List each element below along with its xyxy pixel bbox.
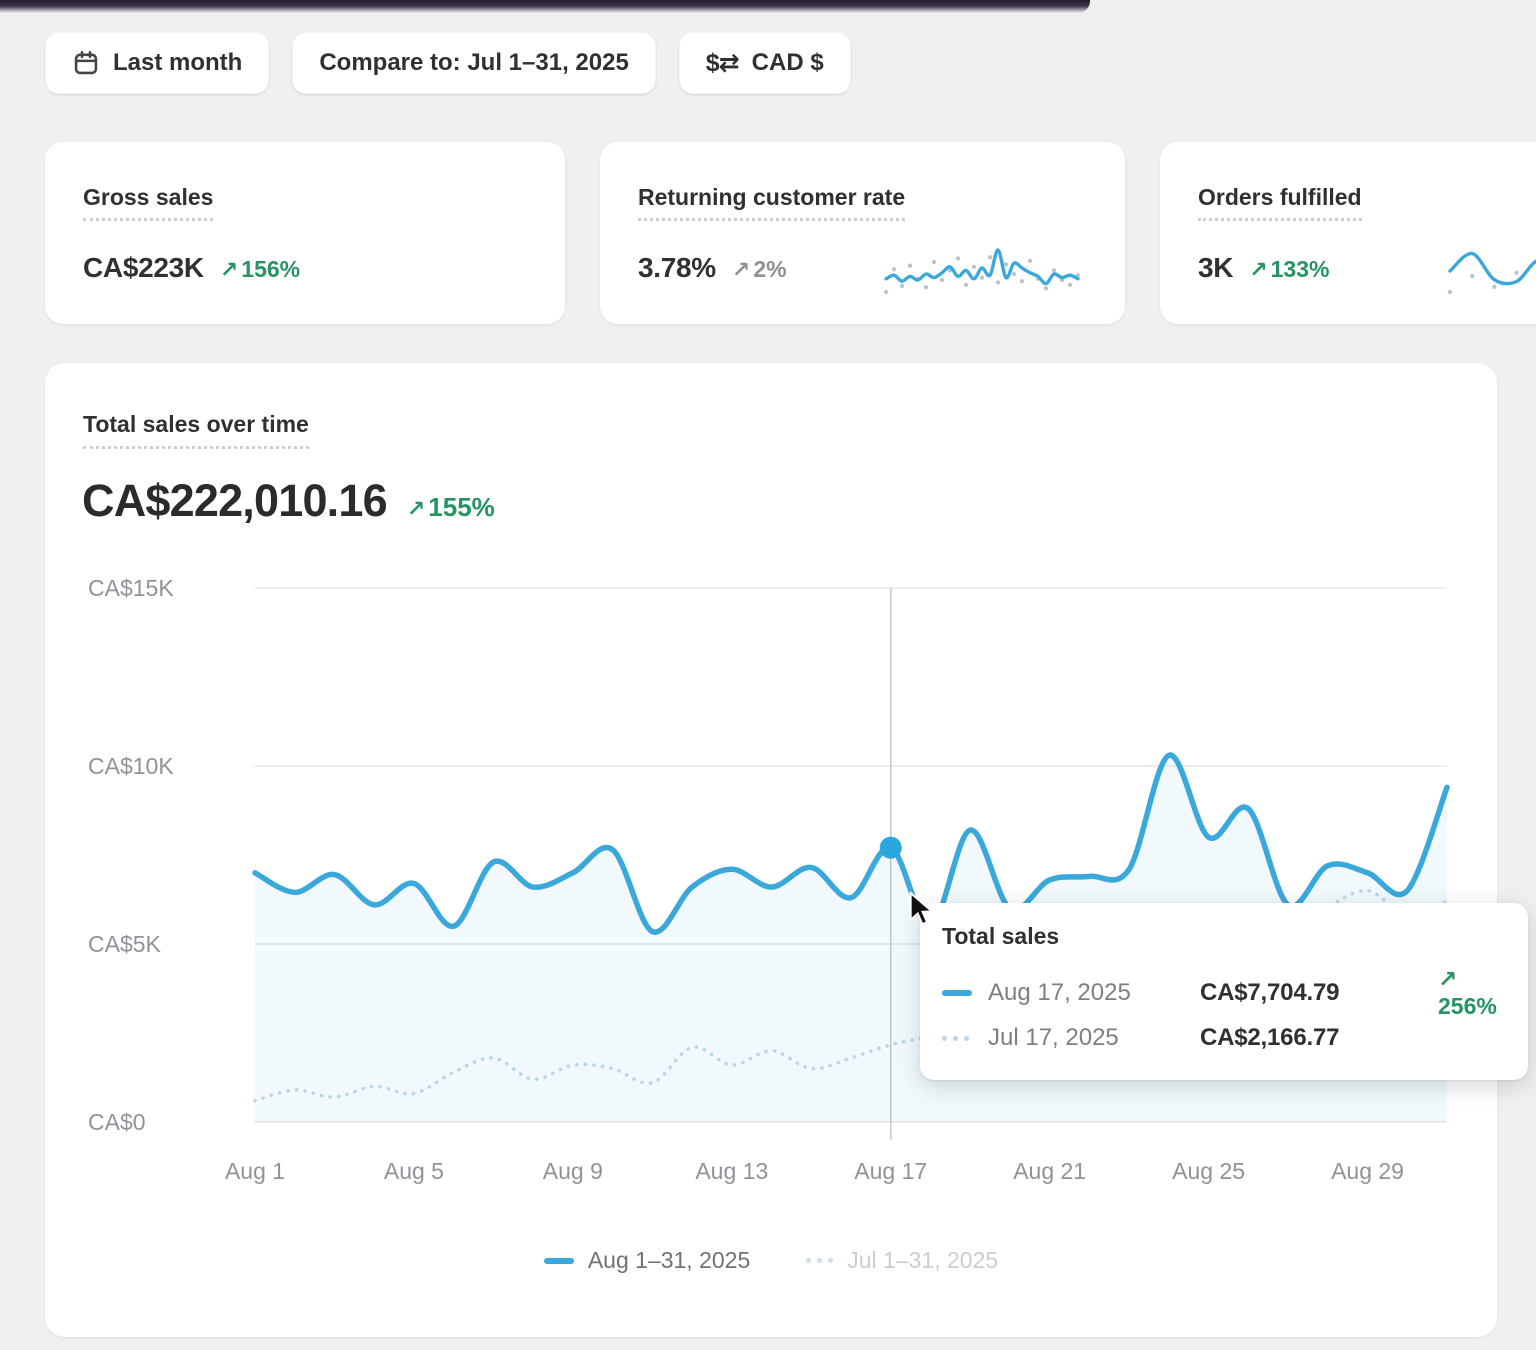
x-axis-label: Aug 13 — [695, 1158, 769, 1184]
tooltip-row: Aug 17, 2025 CA$7,704.79 ↗ 256% — [942, 966, 1506, 1019]
sparkline-compare-dot — [899, 283, 905, 289]
chart-tooltip: Total sales Aug 17, 2025 CA$7,704.79 ↗ 2… — [920, 903, 1528, 1080]
sparkline-compare-dot — [1019, 279, 1025, 284]
currency-exchange-icon: $⇄ — [705, 49, 740, 77]
x-axis-label: Aug 21 — [1013, 1158, 1087, 1184]
x-axis-label: Aug 29 — [1331, 1158, 1404, 1184]
sparkline-compare-dot — [907, 263, 913, 268]
trend-up-icon: ↗ — [406, 496, 426, 521]
metric-value: 3K — [1198, 252, 1234, 283]
tooltip-date: Aug 17, 2025 — [988, 979, 1131, 1006]
sparkline-compare-dot — [923, 285, 929, 290]
metric-card-returning-customer-rate[interactable]: Returning customer rate 3.78% ↗ 2% — [600, 142, 1125, 324]
sparkline-compare-dot — [1027, 258, 1033, 263]
total-sales-chart-card: Total sales over time CA$222,010.16 ↗ 155… — [45, 363, 1497, 1337]
sparkline-compare-dot — [939, 277, 945, 283]
legend-label: Jul 1–31, 2025 — [847, 1247, 999, 1273]
sparkline-compare-dot — [1514, 270, 1519, 275]
metric-title[interactable]: Returning customer rate — [638, 186, 906, 221]
toolbar: Last month Compare to: Jul 1–31, 2025 $⇄… — [45, 32, 851, 94]
currency-label: CAD $ — [751, 49, 824, 76]
date-range-button[interactable]: Last month — [45, 32, 270, 94]
sparkline-compare-dot — [883, 289, 889, 295]
trend-up-icon: ↗ — [1438, 966, 1458, 992]
metric-value-row: CA$223K ↗ 156% — [83, 252, 300, 284]
window-top-edge — [0, 0, 1090, 13]
metric-value: 3.78% — [638, 252, 716, 283]
sparkline-compare-dot — [955, 256, 961, 261]
date-range-label: Last month — [113, 49, 243, 76]
sparkline — [1447, 251, 1536, 295]
x-axis-label: Aug 1 — [224, 1158, 286, 1184]
sparkline-compare-dot — [1011, 271, 1017, 277]
currency-button[interactable]: $⇄ CAD $ — [678, 32, 851, 94]
total-sales-value: CA$222,010.16 — [82, 475, 388, 526]
tooltip-delta: ↗ 256% — [1438, 966, 1497, 1019]
sparkline-compare-dot — [995, 280, 1001, 285]
compare-label: Compare to: Jul 1–31, 2025 — [319, 49, 629, 76]
legend-item-compare-period[interactable]: Jul 1–31, 2025 — [806, 1247, 998, 1274]
sparkline-compare-dot — [971, 264, 977, 269]
tooltip-row: Jul 17, 2025 CA$2,166.77 — [942, 1014, 1506, 1062]
metric-title[interactable]: Orders fulfilled — [1198, 186, 1362, 221]
tooltip-value: CA$7,704.79 — [1200, 979, 1340, 1006]
metric-card-orders-fulfilled[interactable]: Orders fulfilled 3K ↗ 133% — [1160, 142, 1536, 324]
trend-up-icon: ↗ — [1249, 257, 1268, 282]
y-axis-label: CA$0 — [88, 1109, 146, 1135]
sales-line-chart[interactable] — [45, 363, 1497, 1337]
sparkline-compare-dot — [1447, 289, 1453, 295]
total-sales-summary: CA$222,010.16 ↗ 155% — [82, 475, 495, 527]
calendar-icon — [74, 50, 98, 75]
sparkline-compare-dot — [1075, 273, 1081, 278]
legend-item-current-period[interactable]: Aug 1–31, 2025 — [543, 1247, 751, 1274]
sparkline-compare-dot — [891, 267, 897, 272]
metric-value-row: 3K ↗ 133% — [1198, 252, 1329, 284]
metric-delta: ↗ 133% — [1249, 256, 1330, 282]
sparkline-line — [884, 248, 1080, 286]
tooltip-date: Jul 17, 2025 — [988, 1024, 1119, 1051]
metric-delta: ↗ 2% — [731, 256, 787, 282]
y-axis-label: CA$15K — [88, 575, 174, 601]
y-axis-label: CA$10K — [88, 753, 174, 779]
trend-up-icon: ↗ — [731, 257, 751, 282]
sparkline-compare-dot — [1492, 284, 1497, 289]
metric-delta: ↗ 156% — [219, 256, 301, 282]
chart-legend: Aug 1–31, 2025 Jul 1–31, 2025 — [45, 1247, 1497, 1274]
sparkline-compare-dot — [979, 275, 985, 280]
tooltip-title: Total sales — [942, 923, 1060, 949]
metric-card-gross-sales[interactable]: Gross sales CA$223K ↗ 156% — [45, 142, 565, 324]
sparkline-compare-dot — [1067, 282, 1073, 287]
x-axis-label: Aug 17 — [854, 1158, 928, 1184]
sparkline-compare-dot — [1003, 262, 1009, 267]
sparkline-compare-dot — [963, 282, 969, 287]
highlight-dot — [879, 836, 902, 859]
solid-line-swatch-icon — [543, 1257, 574, 1264]
sparkline-compare-dot — [1051, 268, 1057, 273]
sparkline-compare-dot — [1043, 286, 1049, 291]
solid-line-swatch-icon — [942, 990, 972, 996]
x-axis-label: Aug 5 — [383, 1158, 444, 1184]
x-axis-label: Aug 9 — [542, 1158, 603, 1184]
trend-up-icon: ↗ — [219, 257, 239, 282]
x-axis-label: Aug 25 — [1172, 1158, 1246, 1184]
sparkline-compare-dot — [931, 259, 937, 265]
compare-button[interactable]: Compare to: Jul 1–31, 2025 — [292, 32, 656, 94]
sparkline-compare-dot — [987, 255, 993, 260]
y-axis-label: CA$5K — [88, 931, 161, 957]
metric-title[interactable]: Gross sales — [83, 186, 214, 221]
total-sales-delta: ↗ 155% — [406, 492, 495, 522]
dotted-line-swatch-icon — [942, 1035, 988, 1041]
sparkline-line — [1448, 251, 1536, 286]
tooltip-value: CA$2,166.77 — [1200, 1024, 1340, 1051]
dotted-line-swatch-icon — [806, 1258, 834, 1263]
legend-label: Aug 1–31, 2025 — [587, 1247, 751, 1273]
sparkline-compare-dot — [1470, 274, 1475, 279]
sparkline — [883, 248, 1081, 295]
metric-value-row: 3.78% ↗ 2% — [638, 252, 787, 284]
chart-title[interactable]: Total sales over time — [83, 413, 309, 449]
mouse-cursor-icon — [909, 890, 935, 926]
metric-value: CA$223K — [83, 252, 204, 283]
